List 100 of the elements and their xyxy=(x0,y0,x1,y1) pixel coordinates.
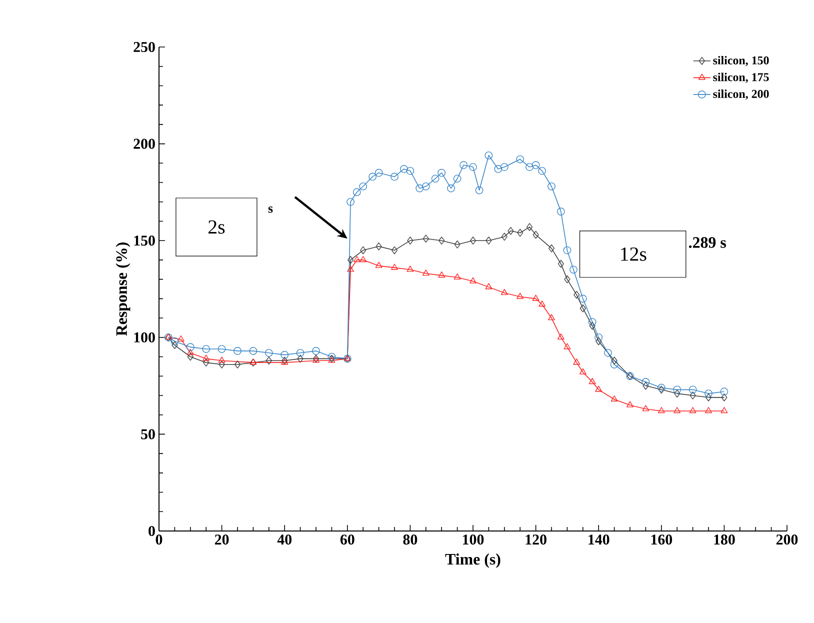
point xyxy=(494,165,502,173)
annotation: 2s xyxy=(208,220,225,234)
point xyxy=(170,337,179,346)
point xyxy=(574,290,580,299)
point xyxy=(673,386,682,394)
point xyxy=(604,348,612,357)
point xyxy=(202,345,210,353)
point xyxy=(266,356,272,365)
point xyxy=(484,151,493,160)
point xyxy=(406,166,414,175)
point xyxy=(516,155,524,164)
point xyxy=(595,386,602,392)
point xyxy=(588,318,596,326)
point xyxy=(658,407,665,414)
point xyxy=(218,360,225,368)
point xyxy=(564,343,571,350)
point xyxy=(486,236,492,245)
point xyxy=(453,174,462,183)
point xyxy=(391,246,398,254)
point xyxy=(538,166,546,175)
point xyxy=(594,333,603,342)
x-tick-label: 120 xyxy=(526,534,546,545)
point xyxy=(264,348,273,357)
point xyxy=(438,236,445,245)
point xyxy=(485,283,492,290)
point xyxy=(348,256,354,264)
point xyxy=(526,223,533,231)
point xyxy=(538,300,546,307)
point xyxy=(422,234,429,243)
y-tick-label: 150 xyxy=(134,236,155,246)
point xyxy=(557,333,564,340)
point xyxy=(611,356,618,365)
point xyxy=(475,186,484,194)
point xyxy=(218,345,226,353)
point xyxy=(596,337,602,346)
x-axis-title: Time (s) xyxy=(445,553,500,568)
x-tick-label: 0 xyxy=(156,534,162,545)
point xyxy=(234,360,241,368)
point xyxy=(579,368,586,374)
point xyxy=(532,294,540,301)
point xyxy=(558,260,564,268)
x-tick-label: 80 xyxy=(403,534,418,545)
point xyxy=(501,232,508,241)
point xyxy=(374,168,383,177)
point xyxy=(460,161,468,170)
point xyxy=(720,407,728,414)
point xyxy=(202,354,210,361)
point xyxy=(186,343,194,352)
point xyxy=(720,388,728,396)
point xyxy=(406,266,414,272)
point xyxy=(454,273,461,280)
point xyxy=(375,262,382,268)
x-tick-label: 60 xyxy=(340,534,354,545)
point xyxy=(352,188,361,196)
annotation: 12s xyxy=(621,247,646,261)
point xyxy=(203,358,210,366)
y-tick-label: 200 xyxy=(134,138,155,149)
point xyxy=(470,277,476,284)
point xyxy=(548,314,555,320)
point xyxy=(469,163,477,171)
point xyxy=(447,184,455,192)
point xyxy=(431,174,440,183)
point xyxy=(500,163,508,171)
point xyxy=(172,341,178,350)
x-tick-label: 100 xyxy=(463,534,484,545)
point xyxy=(296,348,304,357)
point xyxy=(526,163,534,171)
point xyxy=(626,401,634,408)
point xyxy=(532,161,540,170)
point xyxy=(517,228,524,237)
point xyxy=(642,405,650,412)
point xyxy=(407,236,414,245)
point xyxy=(642,382,649,390)
point xyxy=(249,347,258,355)
point xyxy=(674,407,681,414)
point xyxy=(234,347,242,355)
legend-label: silicon, 150 xyxy=(713,56,769,66)
point xyxy=(359,182,368,190)
point xyxy=(416,184,424,192)
point xyxy=(186,348,194,356)
point xyxy=(690,392,696,400)
point xyxy=(360,256,367,262)
point xyxy=(563,246,572,254)
point xyxy=(390,172,398,181)
point xyxy=(573,358,580,365)
x-tick-label: 40 xyxy=(277,534,292,545)
y-tick-label: 250 xyxy=(134,42,155,52)
point xyxy=(674,390,680,398)
legend-label: silicon, 175 xyxy=(713,72,769,83)
point xyxy=(422,182,430,190)
point xyxy=(376,242,382,250)
point xyxy=(704,390,712,398)
point xyxy=(470,236,476,245)
point xyxy=(218,356,226,363)
point xyxy=(347,266,354,272)
point xyxy=(400,165,408,173)
y-tick-label: 0 xyxy=(148,526,155,536)
x-tick-label: 140 xyxy=(588,534,610,545)
point xyxy=(589,322,596,330)
point xyxy=(422,270,430,276)
